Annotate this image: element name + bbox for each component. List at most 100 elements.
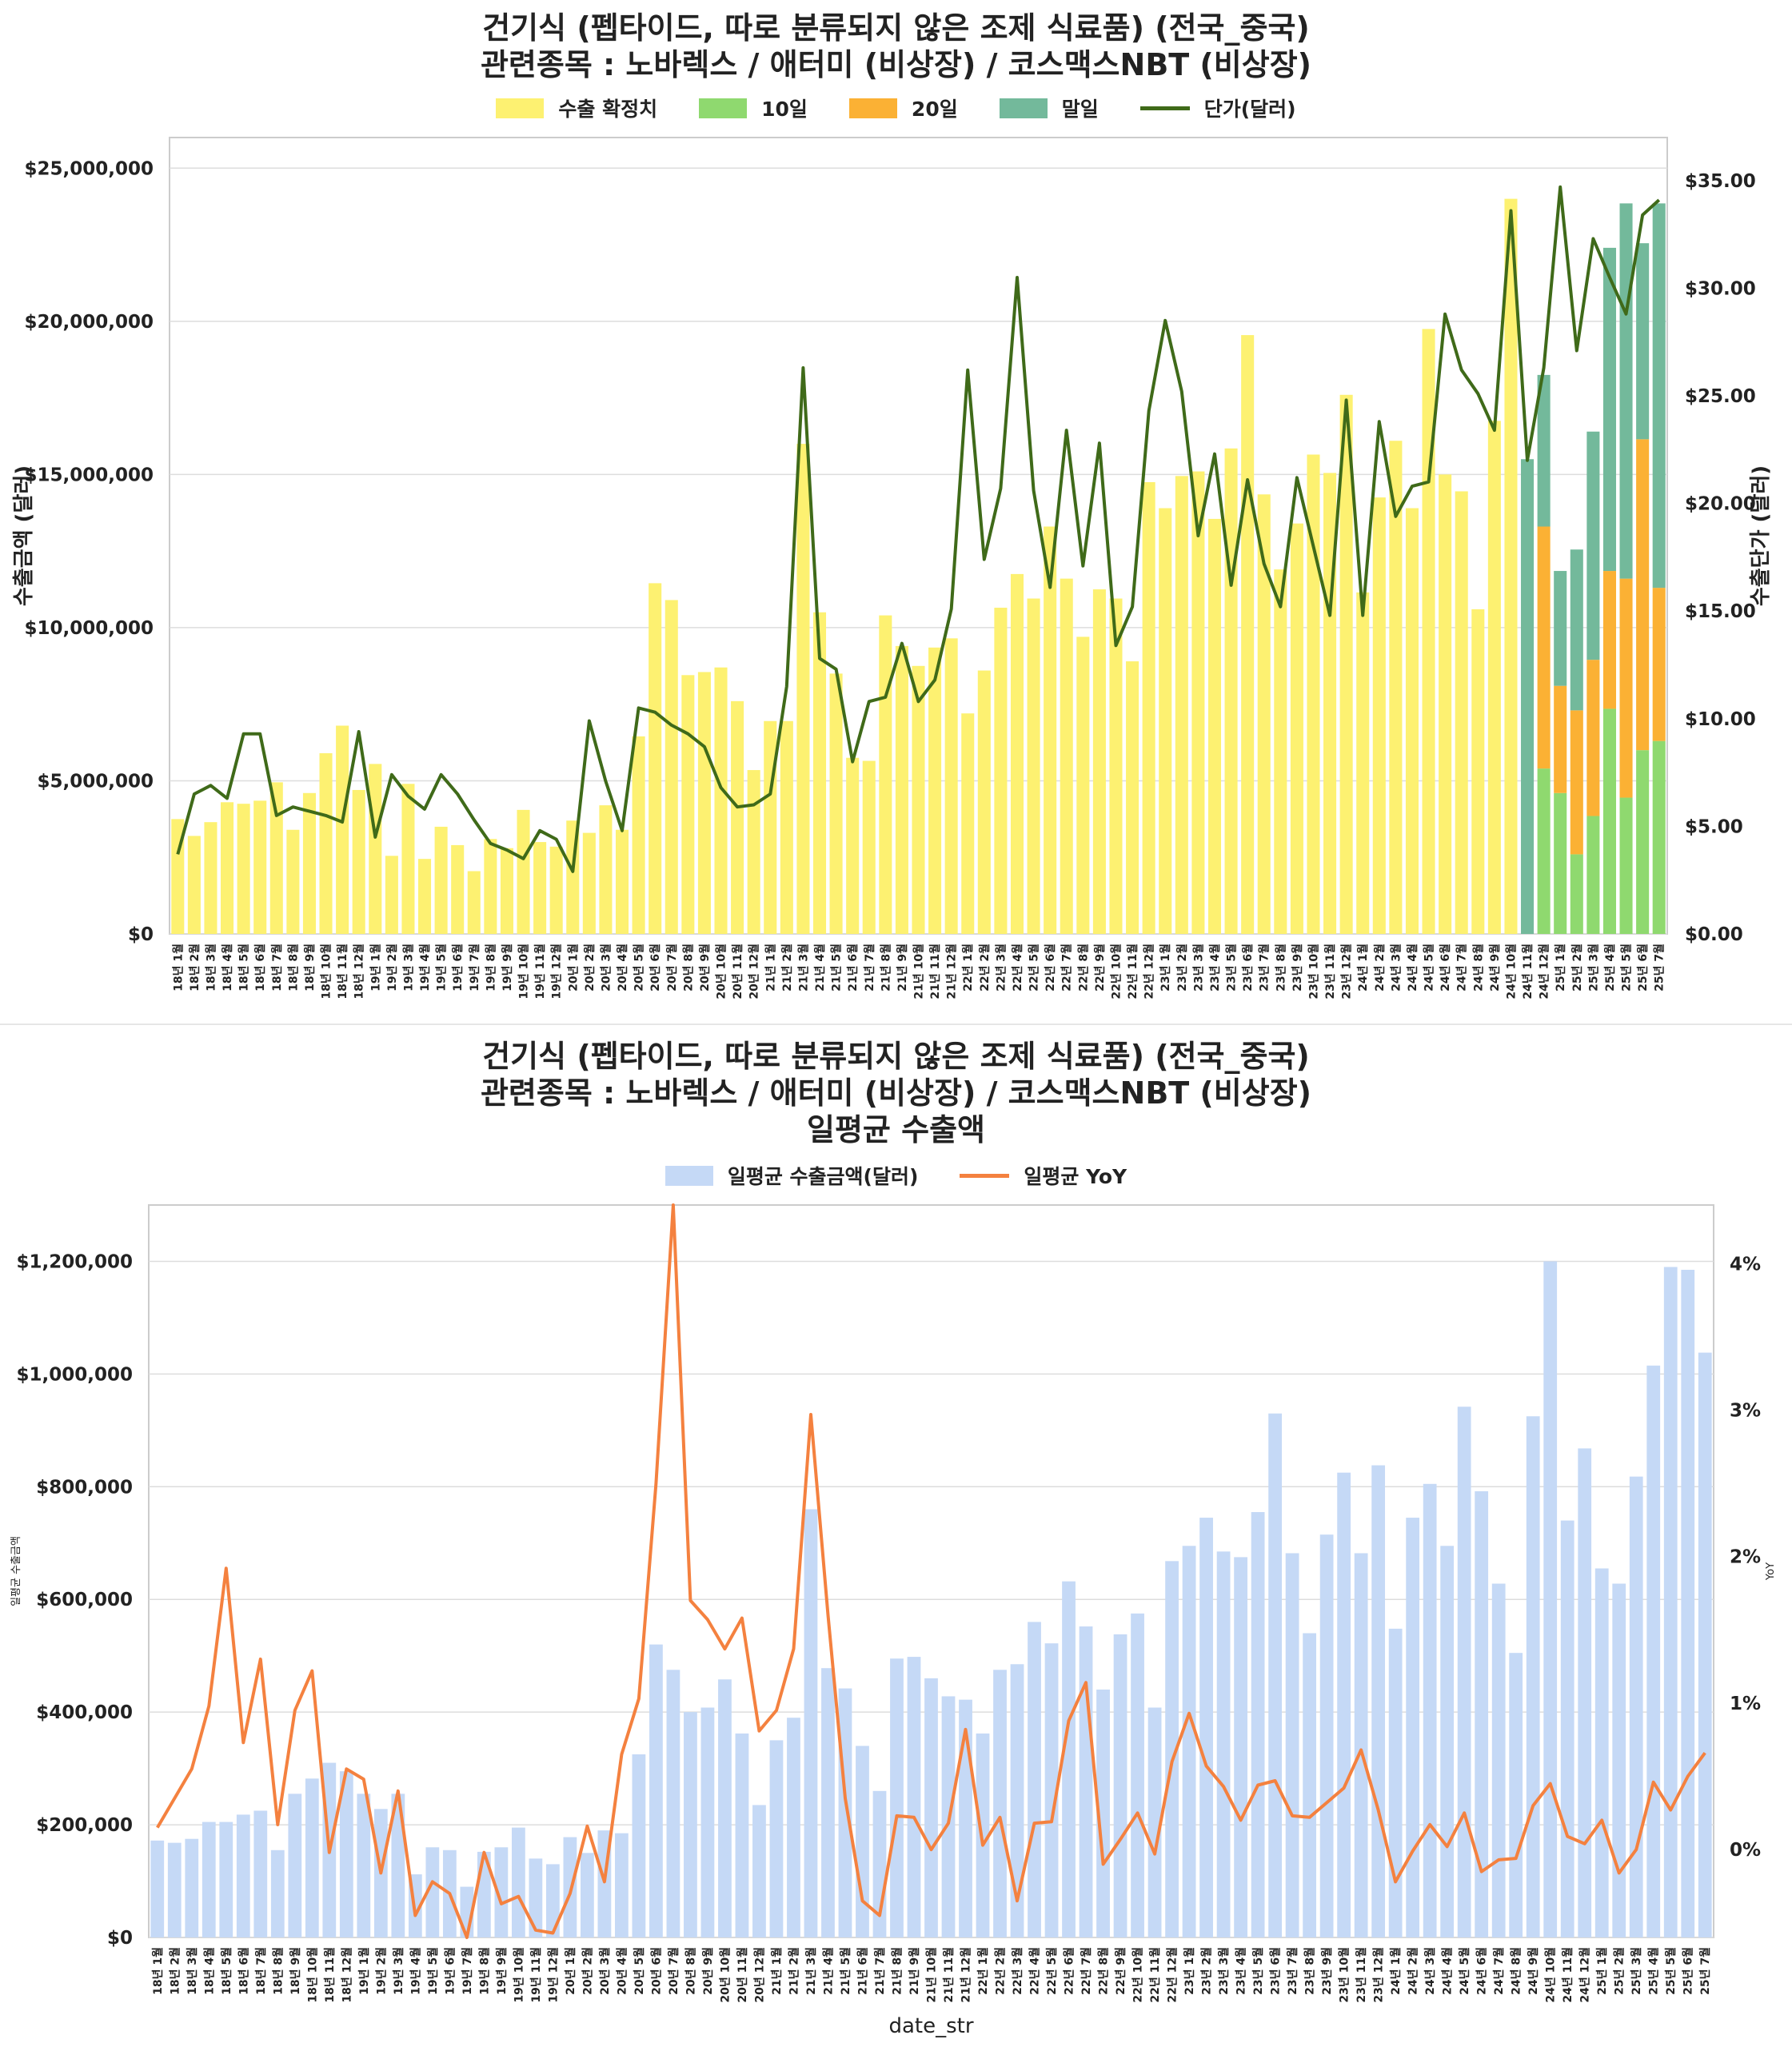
x-tick-label: 19년 5월 [426,1947,440,1995]
bar-daily-average [907,1657,921,1937]
x-tick-label: 23년 2월 [1175,944,1189,992]
y-tick-label: $200,000 [36,1815,133,1836]
yoy-line [156,1203,1706,1939]
chart1-title-line1: 건기식 (펩타이드, 따로 분류되지 않은 조제 식료품) (전국_중국) [482,10,1310,46]
x-tick-label: 24년 12월 [1538,944,1551,1000]
x-tick-label: 21년 12월 [960,1947,973,2003]
y-right-tick-label: 2% [1730,1547,1761,1568]
bar-daily-average [1079,1626,1093,1937]
bar-daily-average [357,1794,371,1937]
x-tick-label: 22년 8월 [1076,944,1090,992]
bar-daily-average [890,1658,904,1937]
bar-confirmed [369,764,382,934]
x-tick-label: 24년 1월 [1389,1947,1403,1995]
bar-month-end [1570,549,1583,711]
bar-daily-average [494,1847,509,1937]
y-tick-label: $15,000,000 [24,465,154,485]
bar-daily-average [838,1688,852,1937]
x-tick-label: 22년 4월 [1028,1947,1042,1995]
bar-daily-average [1698,1352,1712,1937]
bar-confirmed [1191,471,1205,934]
bar-confirmed [549,846,563,934]
bar-daily-average [236,1814,250,1937]
bar-confirmed [1290,523,1303,934]
x-tick-label: 21년 2월 [780,944,794,992]
bar-confirmed [1389,441,1403,934]
bar-daily-average [1612,1583,1626,1937]
x-tick-label: 19년 10월 [512,1947,525,2003]
bar-daily-average [1475,1490,1489,1937]
x-tick-label: 24년 6월 [1475,1947,1489,1995]
x-tick-label: 20년 12월 [748,944,761,1000]
x-tick-label: 25년 6월 [1682,1947,1695,1995]
x-tick-label: 20년 9월 [701,1947,715,1995]
legend-swatch-yoy [960,1173,1010,1178]
bar-daily-average [1491,1583,1506,1937]
bar-daily-average [752,1805,766,1937]
bar-daily-average [821,1668,835,1937]
bar-confirmed [796,444,810,934]
x-tick-label: 20년 12월 [752,1947,766,2003]
x-tick-label: 25년 7월 [1653,944,1666,992]
bar-confirmed [895,645,908,934]
x-tick-label: 24년 12월 [1578,1947,1592,2003]
x-tick-label: 23년 6월 [1269,1947,1283,1995]
bar-confirmed [1224,448,1238,934]
bar-daily-average [305,1778,319,1937]
x-tick-label: 24년 4월 [1441,1947,1455,1995]
x-tick-label: 24년 11월 [1521,944,1535,1000]
x-tick-label: 18년 4월 [202,1947,216,1995]
x-tick-label: 23년 11월 [1355,1947,1368,2003]
x-tick-label: 25년 4월 [1647,1947,1661,1995]
x-tick-label: 18년 3월 [186,1947,199,1995]
bar-daily-average [1028,1622,1041,1937]
x-tick-label: 19년 4월 [409,1947,422,1995]
bar-confirmed [1126,661,1139,934]
x-tick-label: 18년 1월 [171,944,185,992]
x-tick-label: 23년 10월 [1338,1947,1351,2003]
bar-daily-average [1010,1664,1024,1937]
bar-daily-average [1216,1551,1231,1937]
x-tick-label: 22년 10월 [1109,944,1123,1000]
x-tick-label: 23년 9월 [1291,944,1304,992]
bar-daily-average [666,1670,680,1937]
bar-daily-average [1440,1546,1455,1937]
bar-confirmed [1422,329,1435,934]
y-right-tick-label: $15.00 [1685,601,1756,622]
x-tick-label: 25년 1월 [1595,1947,1609,1995]
y-right-axis-label: YoY [1765,1562,1777,1581]
x-tick-label: 18년 10월 [305,1947,319,2003]
x-tick-label: 21년 3월 [796,944,810,992]
x-tick-label: 25년 3월 [1630,1947,1643,1995]
x-tick-label: 18년 12월 [340,1947,353,2003]
bar-daily-average [632,1754,646,1937]
y-tick-label: $0 [107,1928,133,1949]
legend-item-yoy: 일평균 YoY [960,1161,1127,1190]
x-tick-label: 20년 1월 [564,1947,577,1995]
x-tick-label: 20년 6월 [649,944,662,992]
x-tick-label: 24년 9월 [1527,1947,1540,1995]
y-right-tick-label: 3% [1730,1400,1761,1421]
bar-month-end [1537,374,1551,527]
bar-daily-average [700,1707,715,1937]
x-tick-label: 22년 7월 [1060,944,1074,992]
bar-confirmed [269,782,283,934]
bar-daily-average [1165,1561,1179,1937]
bar-confirmed [221,802,234,934]
x-tick-label: 20년 9월 [698,944,712,992]
bar-daily-average [1646,1365,1661,1937]
x-tick-label: 25년 2월 [1570,944,1584,992]
chart1-title-line2: 관련종목 : 노바렉스 / 애터미 (비상장) / 코스맥스NBT (비상장) [480,47,1312,82]
bar-confirmed [632,736,645,934]
bar-month-end [1521,459,1535,934]
x-tick-label: 25년 2월 [1613,1947,1626,1995]
x-tick-label: 22년 8월 [1097,1947,1111,1995]
bar-daily-average [1457,1407,1471,1937]
y-tick-label: $0 [128,924,154,945]
y-right-tick-label: 0% [1730,1840,1761,1861]
x-tick-label: 20년 5월 [633,1947,646,1995]
bar-daily-average [185,1838,199,1937]
bar-confirmed [451,844,465,934]
x-tick-label: 23년 12월 [1340,944,1354,1000]
bar-daily-average [804,1509,818,1937]
